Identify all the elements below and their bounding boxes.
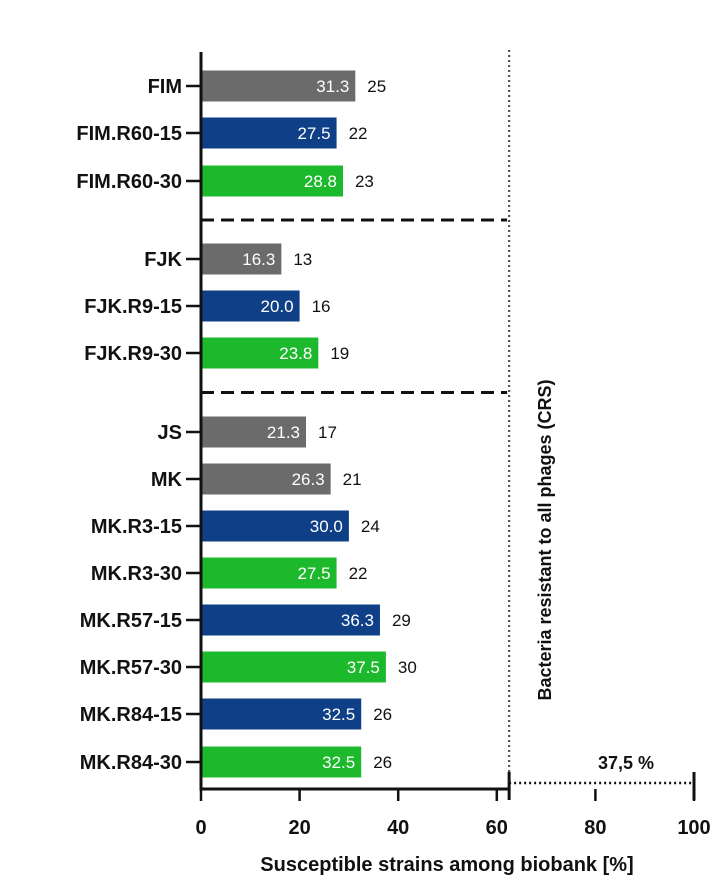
bar-2: [201, 165, 343, 197]
labels-group: 31.3 25 FIM 27.5 22 FIM.R60-15 28.8 23 FIM.R60-3…: [76, 76, 416, 774]
bar-value-label-12: 32.5: [322, 705, 355, 724]
x-axis-title: Susceptible strains among biobank [%]: [260, 854, 633, 876]
crs-region-label: Bacteria resistant to all phages (CRS): [535, 379, 555, 700]
bar-5: [201, 337, 319, 369]
bar-value-label-7: 26.3: [292, 470, 325, 489]
category-label-1: FIM.R60-15: [76, 123, 182, 145]
group-separators: [201, 218, 508, 394]
category-label-3: FJK: [144, 249, 182, 271]
x-tick-label-0: 0: [195, 817, 206, 839]
bar-count-label-12: 26: [373, 705, 392, 724]
bar-value-label-2: 28.8: [304, 172, 337, 191]
bar-7: [201, 463, 331, 495]
bar-9: [201, 557, 337, 589]
bars-group: [201, 70, 386, 778]
x-tick-label-5: 100: [677, 817, 710, 839]
bar-value-label-8: 30.0: [310, 517, 343, 536]
bar-value-label-4: 20.0: [261, 297, 294, 316]
bar-count-label-4: 16: [312, 297, 331, 316]
crs-region: 37,5 % Bacteria resistant to all phages (…: [507, 50, 696, 800]
bar-value-label-9: 27.5: [297, 564, 330, 583]
bar-1: [201, 117, 337, 149]
bar-12: [201, 698, 362, 730]
bar-count-label-1: 22: [349, 124, 368, 143]
category-label-13: MK.R84-30: [80, 752, 182, 774]
bar-count-label-10: 29: [392, 611, 411, 630]
category-label-2: FIM.R60-30: [76, 171, 182, 193]
bar-11: [201, 651, 386, 683]
axes-group: 0 20 40 60 80 100 Susceptible strains among bi…: [186, 52, 711, 876]
category-label-9: MK.R3-30: [91, 563, 182, 585]
bar-count-label-13: 26: [373, 753, 392, 772]
bar-value-label-1: 27.5: [297, 124, 330, 143]
x-tick-label-1: 20: [288, 817, 310, 839]
category-label-5: FJK.R9-30: [84, 343, 182, 365]
bar-count-label-9: 22: [349, 564, 368, 583]
bar-count-label-8: 24: [361, 517, 380, 536]
category-label-12: MK.R84-15: [80, 704, 182, 726]
bar-3: [201, 243, 282, 275]
x-tick-label-2: 40: [387, 817, 409, 839]
crs-value-label: 37,5 %: [598, 753, 654, 773]
bar-value-label-11: 37.5: [347, 658, 380, 677]
category-label-6: JS: [158, 422, 182, 444]
category-label-10: MK.R57-15: [80, 610, 182, 632]
bar-6: [201, 416, 307, 448]
bar-value-label-5: 23.8: [279, 344, 312, 363]
x-tick-label-3: 60: [486, 817, 508, 839]
bar-value-label-0: 31.3: [316, 77, 349, 96]
category-label-0: FIM: [148, 76, 182, 98]
bar-10: [201, 604, 380, 636]
bar-value-label-3: 16.3: [242, 250, 275, 269]
category-label-8: MK.R3-15: [91, 516, 182, 538]
bar-count-label-3: 13: [293, 250, 312, 269]
bar-value-label-10: 36.3: [341, 611, 374, 630]
bar-count-label-11: 30: [398, 658, 417, 677]
bar-count-label-7: 21: [343, 470, 362, 489]
category-label-11: MK.R57-30: [80, 657, 182, 679]
bar-value-label-13: 32.5: [322, 753, 355, 772]
bar-value-label-6: 21.3: [267, 423, 300, 442]
bar-4: [201, 290, 300, 322]
bar-count-label-6: 17: [318, 423, 337, 442]
bar-count-label-5: 19: [330, 344, 349, 363]
bar-8: [201, 510, 349, 542]
bar-0: [201, 70, 356, 102]
category-label-7: MK: [151, 469, 183, 491]
x-tick-label-4: 80: [584, 817, 606, 839]
bar-count-label-2: 23: [355, 172, 374, 191]
bar-13: [201, 746, 362, 778]
bar-count-label-0: 25: [367, 77, 386, 96]
category-label-4: FJK.R9-15: [84, 296, 182, 318]
